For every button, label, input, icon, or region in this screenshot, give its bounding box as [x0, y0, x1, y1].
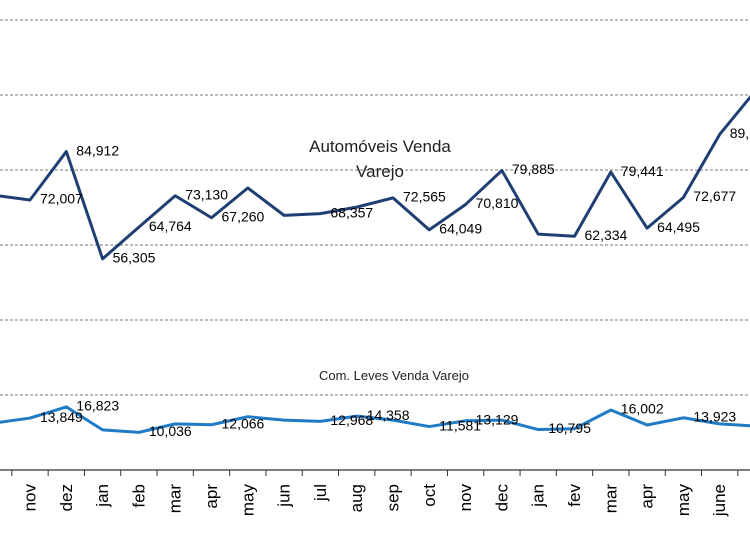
x-tick-label: nov	[20, 484, 39, 512]
x-tick-label: jan	[529, 484, 548, 508]
data-label: 13,129	[476, 411, 519, 427]
data-label: 14,358	[367, 407, 410, 423]
series-line	[0, 95, 750, 261]
data-label: 11,581	[439, 417, 481, 433]
x-tick-label: apr	[202, 484, 221, 509]
data-label: 10,036	[149, 423, 192, 439]
x-tick-label: aug	[347, 484, 366, 512]
data-label: 16,002	[621, 401, 664, 417]
x-tick-label: jan	[93, 484, 112, 508]
data-label: 64,764	[149, 218, 192, 234]
x-tick-label: may	[674, 484, 693, 517]
x-tick-label: feb	[129, 484, 148, 508]
data-label: 84,912	[76, 142, 119, 158]
data-label: 68,357	[330, 204, 373, 220]
x-tick-label: oct	[420, 484, 439, 507]
x-tick-label: dec	[492, 484, 511, 512]
data-label: 13,923	[693, 408, 736, 424]
x-tick-label: apr	[638, 484, 657, 509]
data-label: 79,441	[621, 163, 664, 179]
data-label: 72,677	[693, 188, 736, 204]
data-label: 12,066	[222, 415, 265, 431]
series-line	[0, 405, 750, 434]
data-label: 64,049	[439, 221, 482, 237]
data-label: 72,007	[40, 191, 83, 207]
x-tick-label: dez	[57, 484, 76, 511]
data-label: 16,823	[76, 398, 119, 414]
data-label: 64,495	[657, 219, 700, 235]
x-tick-label: jun	[275, 484, 294, 508]
x-tick-label: mar	[601, 484, 620, 514]
x-tick-label: jul	[311, 484, 330, 502]
data-label: 89,51	[730, 125, 750, 141]
series-label: Automóveis Venda Varejo	[309, 137, 451, 181]
series-label: Com. Leves Venda Varejo	[318, 368, 470, 383]
data-label: 70,810	[476, 195, 519, 211]
data-label: 56,305	[113, 250, 156, 266]
data-label: 12,968	[330, 412, 373, 428]
data-label: 67,260	[222, 208, 265, 224]
x-tick-label: mar	[166, 484, 185, 514]
x-tick-label: sep	[383, 484, 402, 511]
x-tick-label: may	[238, 484, 257, 517]
data-label: 79,885	[512, 161, 555, 177]
data-label: 10,795	[548, 420, 591, 436]
x-tick-label: fev	[565, 484, 584, 507]
data-label: 73,130	[185, 186, 228, 202]
x-tick-label: nov	[456, 484, 475, 512]
data-label: 13,849	[40, 409, 83, 425]
data-label: 62,334	[585, 227, 628, 243]
data-label: 72,565	[403, 189, 446, 205]
x-tick-label: june	[710, 484, 729, 517]
